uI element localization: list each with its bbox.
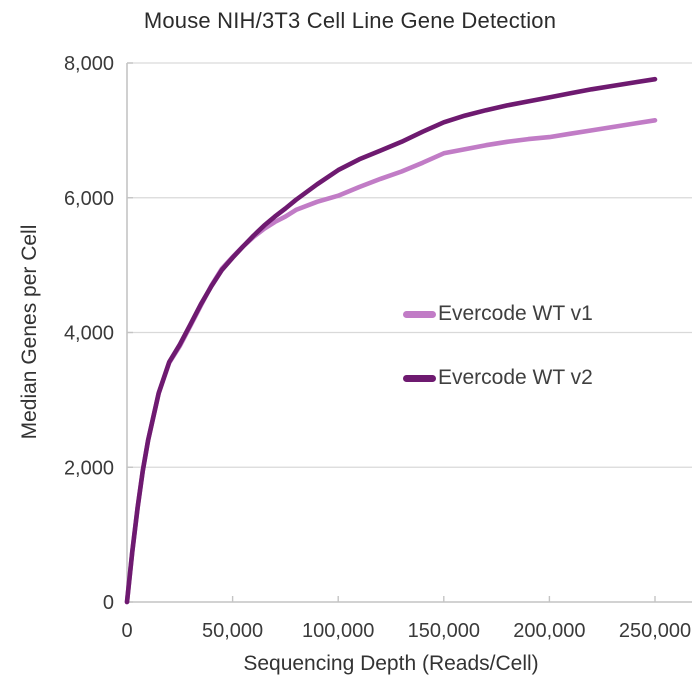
- y-tick-label: 4,000: [64, 323, 114, 345]
- x-tick-label: 150,000: [408, 620, 480, 642]
- x-tick-label: 200,000: [513, 620, 585, 642]
- x-axis-title: Sequencing Depth (Reads/Cell): [243, 652, 539, 675]
- legend-swatch-v2: [403, 374, 436, 382]
- legend-item-v2: Evercode WT v2: [403, 365, 593, 391]
- x-tick-label: 0: [121, 620, 132, 642]
- y-tick-label: 0: [103, 592, 114, 614]
- x-tick-label: 50,000: [202, 620, 263, 642]
- legend-swatch-v1: [403, 310, 436, 318]
- x-tick-label: 250,000: [619, 620, 691, 642]
- x-tick-label: 100,000: [302, 620, 374, 642]
- series-line-v2: [124, 76, 658, 605]
- legend-label-v1: Evercode WT v1: [438, 302, 593, 325]
- y-tick-label: 6,000: [64, 188, 114, 210]
- y-tick-label: 8,000: [64, 53, 114, 75]
- y-tick-label: 2,000: [64, 457, 114, 479]
- legend-item-v1: Evercode WT v1: [403, 301, 593, 327]
- legend-label-v2: Evercode WT v2: [438, 366, 593, 389]
- legend: Evercode WT v1 Evercode WT v2: [403, 301, 593, 391]
- chart-title: Mouse NIH/3T3 Cell Line Gene Detection: [143, 8, 557, 33]
